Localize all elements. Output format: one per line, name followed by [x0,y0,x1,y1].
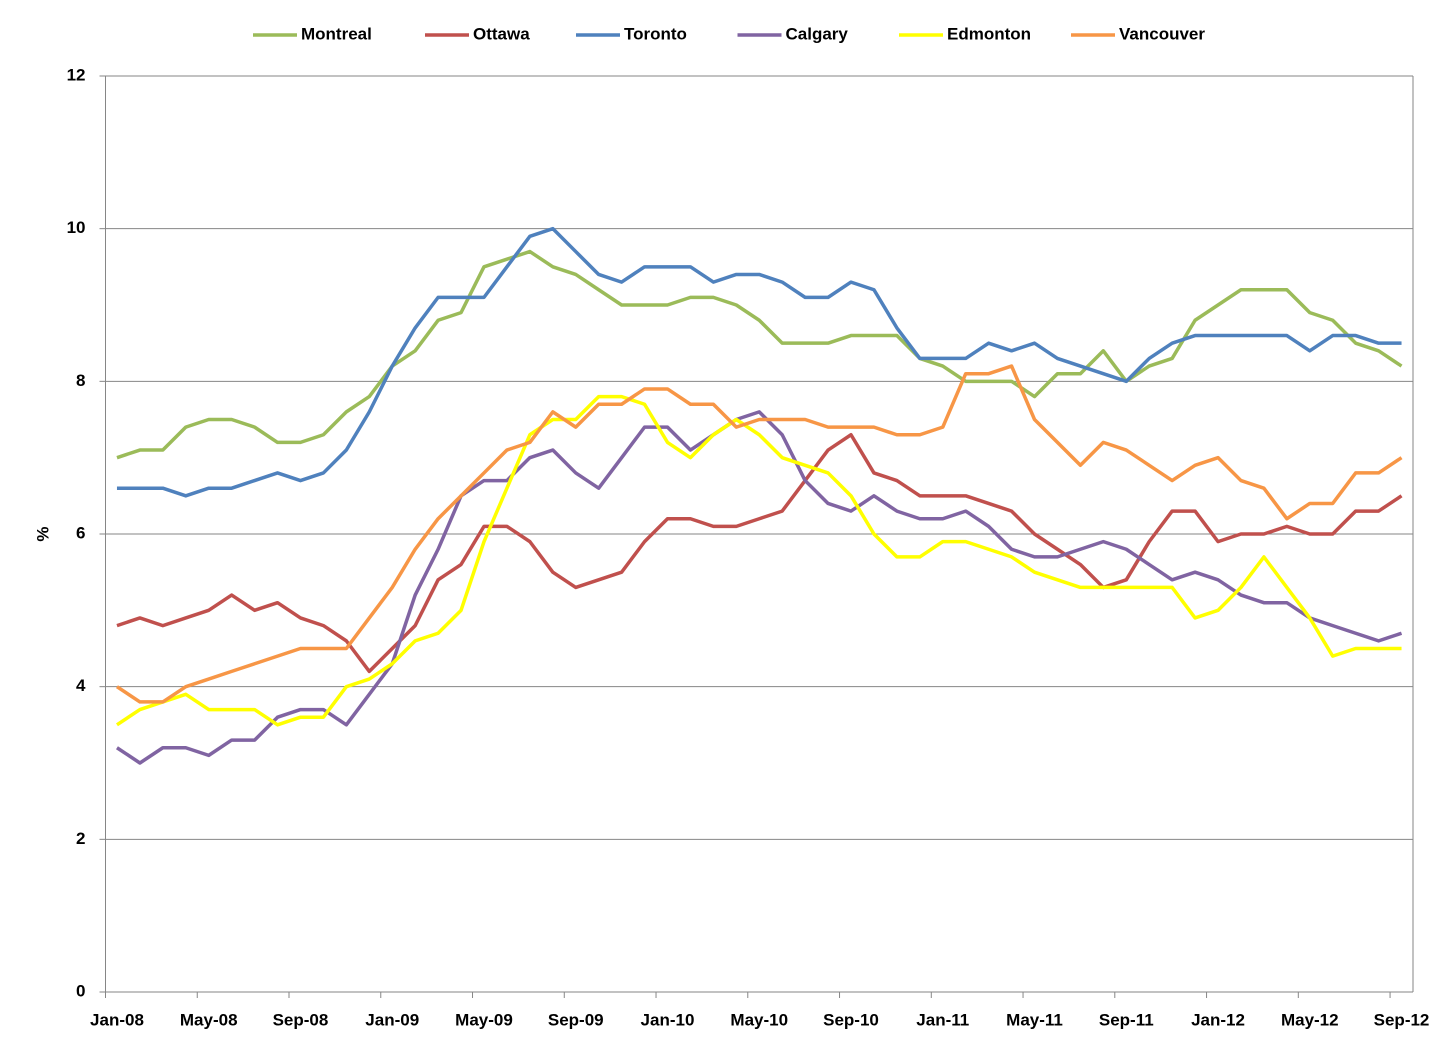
legend-label: Vancouver [1119,24,1205,43]
x-tick-label: May-11 [1006,1010,1063,1029]
y-tick-label: 4 [76,676,86,695]
y-tick-label: 8 [76,371,85,390]
x-tick-label: Jan-10 [641,1010,695,1029]
x-tick-label: May-09 [455,1010,513,1029]
series-line [115,394,1402,727]
x-tick-label: Sep-08 [273,1010,329,1029]
y-tick-label: 0 [76,981,85,1000]
series-line [116,433,1403,674]
legend-label: Toronto [624,24,687,43]
series-line [116,226,1402,498]
y-tick-label: 6 [76,523,85,542]
series-line [115,364,1403,704]
x-tick-label: May-08 [180,1010,238,1029]
x-tick-label: May-12 [1281,1010,1339,1029]
x-tick-label: Jan-12 [1191,1010,1245,1029]
y-tick-label: 10 [67,218,86,237]
y-tick-label: 12 [67,65,86,84]
series-line [116,249,1403,460]
x-tick-label: Jan-09 [365,1010,419,1029]
y-tick-label: 2 [76,829,85,848]
series-line [115,410,1403,765]
x-tick-label: Sep-12 [1374,1010,1430,1029]
legend-label: Calgary [786,24,849,43]
x-tick-label: Sep-09 [548,1010,604,1029]
legend-label: Montreal [301,24,372,43]
x-tick-label: Jan-11 [916,1010,969,1029]
x-tick-label: Sep-11 [1099,1010,1154,1029]
y-axis-label: % [33,526,52,541]
legend-label: Ottawa [473,24,530,43]
x-tick-label: May-10 [730,1010,788,1029]
legend-label: Edmonton [947,24,1031,43]
x-tick-label: Jan-08 [90,1010,144,1029]
x-tick-label: Sep-10 [823,1010,879,1029]
